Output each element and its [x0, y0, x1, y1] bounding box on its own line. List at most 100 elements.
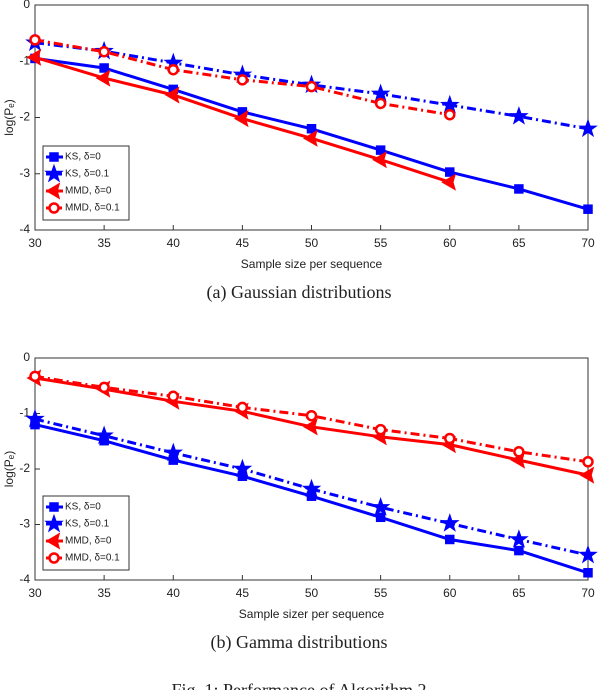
marker: [45, 182, 61, 200]
marker: [439, 513, 460, 532]
legend: KS, δ=0 KS, δ=0.1 MMD, δ=0 MMD, δ=0.1: [42, 145, 130, 221]
legend-label: MMD, δ=0.1: [65, 203, 120, 214]
marker: [49, 502, 59, 512]
marker: [94, 425, 114, 445]
marker: [375, 145, 386, 155]
x-tick-label: 55: [374, 236, 388, 250]
marker: [45, 532, 61, 550]
marker: [167, 63, 179, 76]
marker: [582, 456, 594, 468]
marker: [444, 108, 456, 121]
y-tick-label: -1: [19, 53, 30, 67]
marker: [25, 408, 45, 428]
legend-label: MMD, δ=0: [65, 186, 112, 197]
marker: [445, 167, 455, 177]
y-axis-label: log(Pₑ): [2, 451, 16, 487]
legend: KS, δ=0 KS, δ=0.1 MMD, δ=0 MMD, δ=0.1: [42, 495, 130, 571]
legend-label: KS, δ=0.1: [65, 169, 110, 180]
marker: [232, 458, 253, 478]
x-tick-label: 60: [443, 586, 457, 600]
marker: [95, 69, 111, 87]
marker: [49, 152, 59, 162]
marker: [444, 432, 456, 445]
x-tick-label: 60: [443, 236, 457, 250]
marker: [370, 83, 391, 103]
marker: [514, 184, 524, 194]
x-tick-label: 50: [305, 236, 319, 250]
marker: [236, 401, 249, 414]
marker: [163, 442, 184, 462]
legend-label: MMD, δ=0: [65, 536, 112, 547]
marker: [374, 423, 387, 436]
x-tick-label: 45: [236, 586, 250, 600]
y-tick-label: -2: [19, 461, 30, 475]
marker: [583, 568, 593, 578]
y-tick-label: -4: [19, 222, 30, 236]
marker: [306, 124, 317, 134]
marker: [583, 204, 593, 214]
y-tick-label: -1: [19, 406, 30, 420]
x-tick-label: 65: [512, 236, 526, 250]
marker: [509, 106, 529, 125]
x-tick-label: 40: [167, 586, 181, 600]
marker: [509, 529, 529, 548]
legend-label: KS, δ=0: [65, 152, 101, 163]
figure-caption: Fig. 1: Performance of Algorithm 2: [172, 680, 427, 690]
x-tick-label: 45: [236, 236, 250, 250]
x-tick-label: 50: [305, 586, 319, 600]
marker: [44, 163, 64, 183]
marker: [48, 552, 60, 564]
marker: [301, 478, 322, 498]
marker: [439, 94, 460, 114]
y-axis-label: log(Pₑ): [2, 99, 16, 135]
marker: [305, 409, 318, 422]
marker: [98, 381, 110, 394]
x-axis-label: Sample sizer per sequence: [239, 607, 385, 621]
caption: (a) Gaussian distributions: [207, 282, 392, 303]
marker: [374, 97, 387, 110]
marker: [167, 390, 179, 403]
marker: [305, 80, 318, 93]
x-tick-label: 55: [374, 586, 388, 600]
marker: [578, 118, 598, 138]
x-tick-label: 65: [512, 586, 526, 600]
caption: (b) Gamma distributions: [211, 632, 388, 653]
y-tick-label: 0: [23, 350, 30, 364]
marker: [44, 513, 64, 533]
y-tick-label: -3: [19, 517, 30, 531]
y-tick-label: -2: [19, 110, 30, 124]
marker: [236, 74, 249, 86]
x-tick-label: 35: [97, 236, 111, 250]
marker: [513, 446, 525, 458]
marker: [375, 512, 386, 523]
marker: [302, 418, 318, 436]
marker: [29, 370, 41, 383]
marker: [514, 545, 524, 556]
marker: [579, 466, 595, 484]
x-tick-label: 30: [28, 236, 42, 250]
marker: [29, 34, 41, 46]
x-tick-label: 70: [581, 586, 595, 600]
marker: [99, 63, 109, 73]
x-tick-label: 40: [167, 236, 181, 250]
marker: [578, 544, 598, 564]
x-axis-label: Sample size per sequence: [241, 257, 383, 271]
y-tick-label: 0: [23, 0, 30, 11]
marker: [302, 129, 318, 147]
legend-label: KS, δ=0: [65, 502, 101, 513]
marker: [48, 202, 60, 214]
x-tick-label: 70: [581, 236, 595, 250]
legend-label: MMD, δ=0.1: [65, 553, 120, 564]
legend-label: KS, δ=0.1: [65, 519, 110, 530]
x-tick-label: 35: [97, 586, 111, 600]
y-tick-label: -3: [19, 166, 30, 180]
x-tick-label: 30: [28, 586, 42, 600]
marker: [441, 173, 456, 191]
marker: [164, 86, 180, 104]
marker: [445, 534, 455, 545]
y-tick-label: -4: [19, 572, 30, 586]
marker: [233, 110, 249, 128]
marker: [370, 497, 391, 516]
